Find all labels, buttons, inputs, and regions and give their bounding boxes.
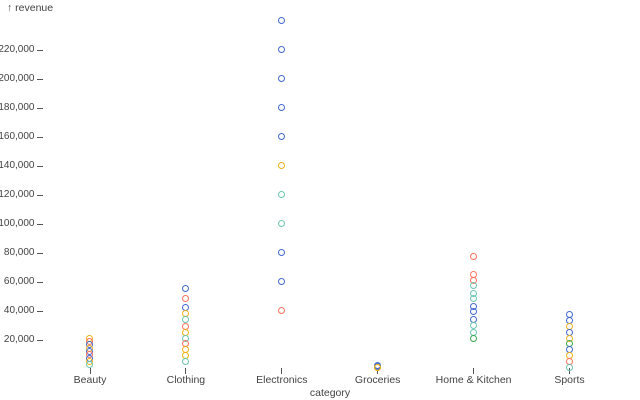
data-point <box>565 364 573 372</box>
data-point <box>181 315 189 323</box>
y-tick-mark <box>37 310 43 312</box>
data-point <box>277 307 285 314</box>
data-point <box>181 357 189 365</box>
y-tick-label: 20,000 <box>3 334 35 345</box>
x-tick-label: Clothing <box>166 374 206 386</box>
data-point <box>277 278 285 285</box>
data-point <box>86 361 93 369</box>
x-tick-mark <box>377 368 379 374</box>
data-point <box>565 328 573 336</box>
data-point <box>277 191 285 198</box>
y-tick-label: 140,000 <box>0 160 35 171</box>
y-tick-label: 80,000 <box>3 247 35 258</box>
y-tick-mark <box>37 252 43 254</box>
y-tick-mark <box>37 78 43 80</box>
data-point <box>277 104 285 111</box>
y-tick-label: 100,000 <box>0 218 35 229</box>
data-point <box>469 334 477 342</box>
data-point <box>469 308 477 316</box>
x-tick-mark <box>89 368 91 374</box>
y-tick-label: 160,000 <box>0 131 35 142</box>
y-tick-label: 180,000 <box>0 102 35 113</box>
y-axis-title: ↑ revenue <box>7 2 54 14</box>
data-point <box>181 285 189 293</box>
y-tick-label: 200,000 <box>0 73 35 84</box>
data-point <box>277 220 285 227</box>
y-tick-mark <box>37 49 43 51</box>
data-point <box>277 133 285 140</box>
data-point <box>277 75 285 82</box>
y-tick-mark <box>37 223 43 225</box>
data-point <box>277 46 285 53</box>
y-tick-label: 220,000 <box>0 44 35 55</box>
data-point <box>373 364 381 372</box>
data-point <box>469 253 477 261</box>
x-tick-label: Electronics <box>256 374 308 386</box>
y-tick-label: 40,000 <box>3 305 35 316</box>
x-tick-mark <box>281 368 283 374</box>
y-tick-mark <box>37 339 43 341</box>
data-point <box>469 282 477 290</box>
y-tick-label: 60,000 <box>3 276 35 287</box>
x-tick-label: Beauty <box>73 374 107 386</box>
x-tick-mark <box>473 368 475 374</box>
y-tick-mark <box>37 107 43 109</box>
data-point <box>181 295 189 303</box>
y-tick-mark <box>37 165 43 167</box>
data-point <box>277 249 285 256</box>
data-point <box>469 321 477 329</box>
y-tick-mark <box>37 136 43 138</box>
y-tick-mark <box>37 281 43 283</box>
x-axis-title: category <box>309 387 351 399</box>
x-tick-label: Home & Kitchen <box>435 374 512 386</box>
data-point <box>565 357 573 365</box>
data-point <box>469 295 477 303</box>
data-point <box>277 17 285 24</box>
x-tick-label: Sports <box>554 374 585 386</box>
y-tick-mark <box>37 194 43 196</box>
x-tick-label: Groceries <box>354 374 401 386</box>
data-point <box>277 162 285 169</box>
x-tick-mark <box>185 368 187 374</box>
y-tick-label: 120,000 <box>0 189 35 200</box>
